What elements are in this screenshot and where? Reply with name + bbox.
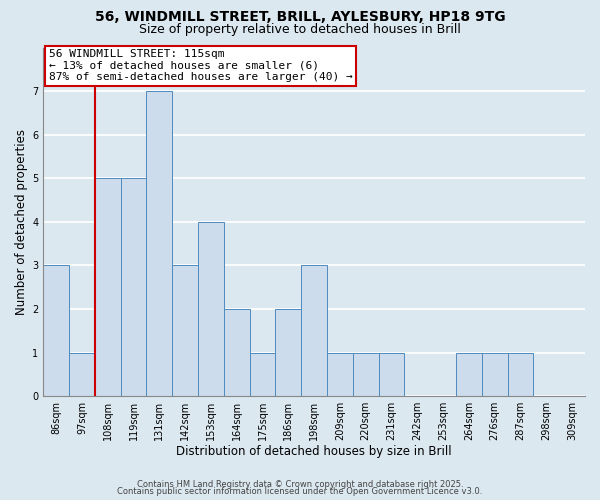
Bar: [250, 352, 275, 396]
Bar: [43, 266, 69, 396]
Bar: [69, 352, 95, 396]
Text: Contains public sector information licensed under the Open Government Licence v3: Contains public sector information licen…: [118, 487, 482, 496]
Text: Contains HM Land Registry data © Crown copyright and database right 2025.: Contains HM Land Registry data © Crown c…: [137, 480, 463, 489]
Text: Size of property relative to detached houses in Brill: Size of property relative to detached ho…: [139, 22, 461, 36]
Bar: [508, 352, 533, 396]
Text: 56, WINDMILL STREET, BRILL, AYLESBURY, HP18 9TG: 56, WINDMILL STREET, BRILL, AYLESBURY, H…: [95, 10, 505, 24]
Y-axis label: Number of detached properties: Number of detached properties: [15, 129, 28, 315]
Bar: [327, 352, 353, 396]
Bar: [275, 309, 301, 396]
Bar: [146, 91, 172, 396]
X-axis label: Distribution of detached houses by size in Brill: Distribution of detached houses by size …: [176, 444, 452, 458]
Bar: [95, 178, 121, 396]
Bar: [456, 352, 482, 396]
Bar: [121, 178, 146, 396]
Bar: [301, 266, 327, 396]
Bar: [198, 222, 224, 396]
Text: 56 WINDMILL STREET: 115sqm
← 13% of detached houses are smaller (6)
87% of semi-: 56 WINDMILL STREET: 115sqm ← 13% of deta…: [49, 49, 352, 82]
Bar: [353, 352, 379, 396]
Bar: [172, 266, 198, 396]
Bar: [379, 352, 404, 396]
Bar: [482, 352, 508, 396]
Bar: [224, 309, 250, 396]
